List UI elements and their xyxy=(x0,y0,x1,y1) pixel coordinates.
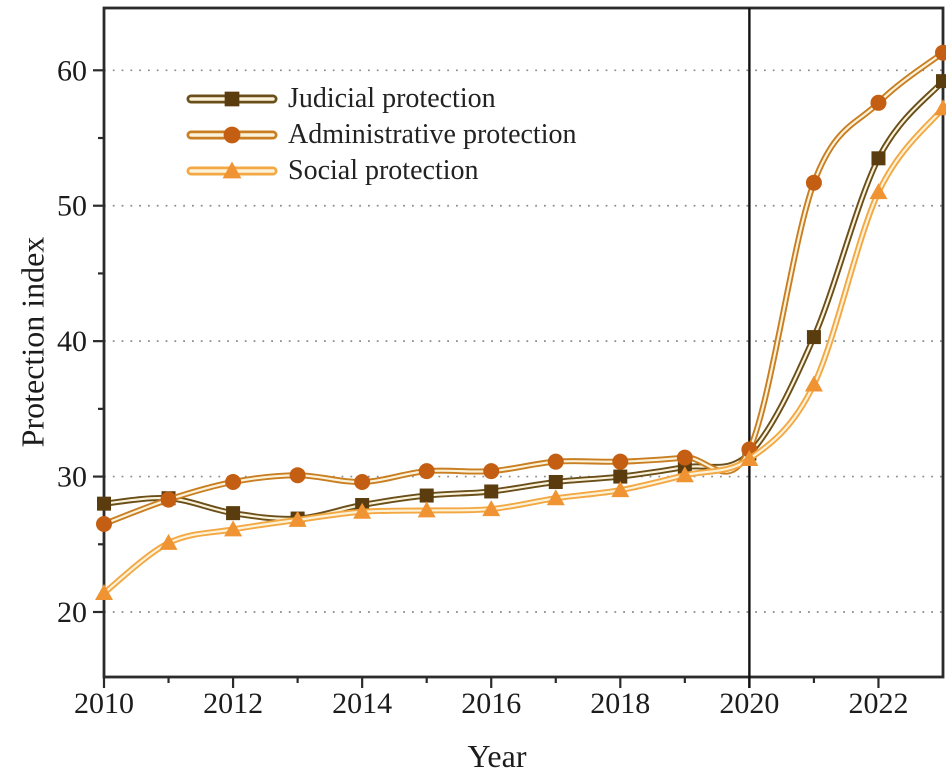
x-tick-label: 2016 xyxy=(461,687,521,720)
y-axis-title: Protection index xyxy=(14,236,51,448)
legend-item-social-protection: Social protection xyxy=(186,153,577,189)
axis-ticks xyxy=(93,69,880,688)
x-tick-label: 2020 xyxy=(719,687,779,720)
x-axis-title: Year xyxy=(467,738,527,774)
y-tick-label: 40 xyxy=(57,325,87,358)
y-tick-label: 20 xyxy=(57,596,87,629)
legend: Judicial protection Administrative prote… xyxy=(186,81,577,189)
legend-item-judicial-protection: Judicial protection xyxy=(186,81,577,117)
series-social-protection xyxy=(95,99,946,601)
series-judicial-protection xyxy=(97,74,946,526)
social-line-triangle-icon xyxy=(186,161,278,179)
x-tick-label: 2022 xyxy=(848,687,908,720)
legend-label: Administrative protection xyxy=(288,119,577,150)
y-tick-label: 60 xyxy=(57,54,87,87)
x-tick-label: 2012 xyxy=(203,687,263,720)
series-administrative-protection xyxy=(96,44,946,532)
x-tick-label: 2014 xyxy=(332,687,392,720)
administrative-line-circle-icon xyxy=(186,126,278,144)
x-tick-label: 2018 xyxy=(590,687,650,720)
social-protection-markers xyxy=(95,99,946,601)
x-tick-label: 2010 xyxy=(74,687,134,720)
y-tick-label: 50 xyxy=(57,190,87,223)
legend-label: Social protection xyxy=(288,155,479,186)
plot-frame xyxy=(102,6,945,679)
tick-labels: 20 30 40 50 60 2010 2012 2014 2016 2018 2020 2022 xyxy=(57,54,908,720)
legend-item-administrative-protection: Administrative protection xyxy=(186,117,577,153)
judicial-line-square-icon xyxy=(186,91,278,107)
legend-label: Judicial protection xyxy=(288,83,496,114)
y-tick-label: 30 xyxy=(57,461,87,494)
